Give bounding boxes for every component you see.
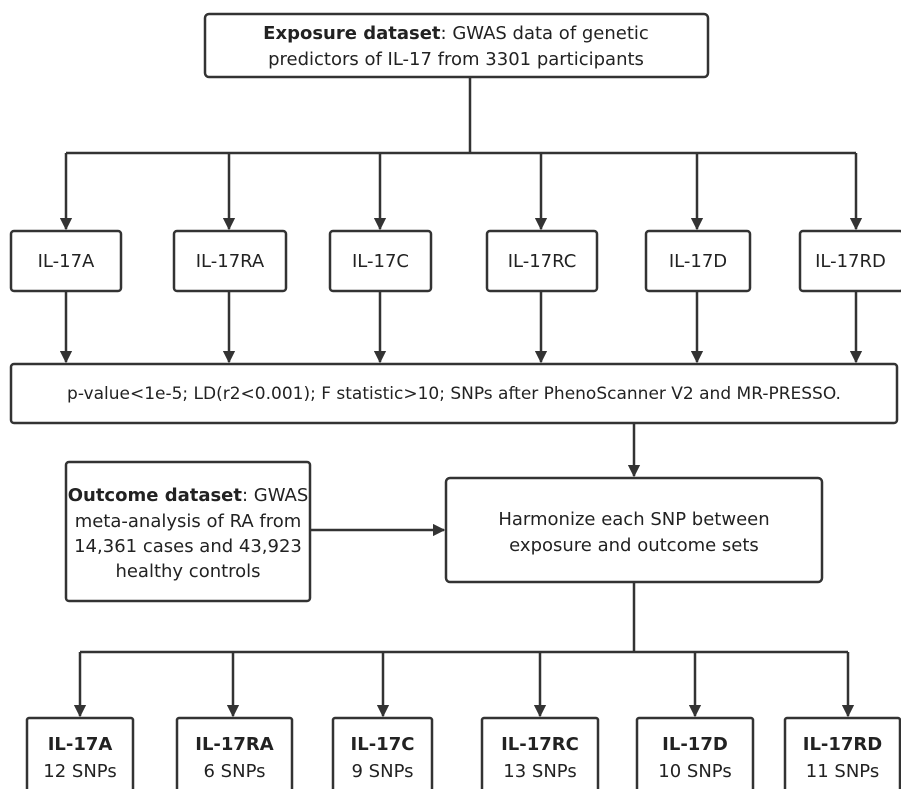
outcome-box bbox=[64, 460, 312, 603]
result-name: IL-17C bbox=[351, 734, 415, 755]
trait-label: IL-17RA bbox=[196, 251, 265, 272]
result-snps: 9 SNPs bbox=[352, 761, 414, 782]
filter-text: p-value<1e-5; LD(r2<0.001); F statistic>… bbox=[67, 384, 841, 404]
harmonize-line: exposure and outcome sets bbox=[509, 535, 759, 556]
exposure-box bbox=[203, 12, 710, 79]
outcome-line: healthy controls bbox=[115, 561, 260, 582]
result-name: IL-17RA bbox=[195, 734, 274, 755]
exposure-title: Exposure dataset bbox=[263, 23, 441, 44]
result-name: IL-17RD bbox=[803, 734, 883, 755]
exposure-line: : GWAS data of genetic bbox=[441, 23, 649, 44]
result-snps: 11 SNPs bbox=[806, 761, 879, 782]
trait-label: IL-17A bbox=[38, 251, 95, 272]
result-name: IL-17D bbox=[662, 734, 728, 755]
result-box bbox=[25, 716, 135, 789]
outcome-line: 14,361 cases and 43,923 bbox=[74, 536, 302, 557]
result-snps: 13 SNPs bbox=[503, 761, 576, 782]
result-box bbox=[783, 716, 901, 789]
trait-label: IL-17RC bbox=[508, 251, 577, 272]
result-box bbox=[331, 716, 434, 789]
result-box bbox=[175, 716, 294, 789]
result-box bbox=[480, 716, 600, 789]
outcome-title: Outcome dataset bbox=[68, 485, 243, 506]
outcome-text: Outcome dataset: GWAS bbox=[68, 485, 309, 506]
filter-box bbox=[9, 362, 899, 425]
exposure-text: Exposure dataset: GWAS data of genetic bbox=[263, 23, 649, 44]
result-name: IL-17RC bbox=[501, 734, 579, 755]
harmonize-box bbox=[444, 476, 824, 584]
outcome-line: meta-analysis of RA from bbox=[75, 511, 302, 532]
result-snps: 6 SNPs bbox=[204, 761, 266, 782]
harmonize-line: Harmonize each SNP between bbox=[498, 509, 769, 530]
result-snps: 10 SNPs bbox=[658, 761, 731, 782]
result-snps: 12 SNPs bbox=[43, 761, 116, 782]
trait-label: IL-17RD bbox=[815, 251, 886, 272]
trait-label: IL-17C bbox=[352, 251, 409, 272]
result-box bbox=[635, 716, 755, 789]
trait-label: IL-17D bbox=[669, 251, 727, 272]
result-name: IL-17A bbox=[48, 734, 113, 755]
trait-box bbox=[798, 229, 901, 293]
exposure-line: predictors of IL-17 from 3301 participan… bbox=[268, 49, 644, 70]
outcome-line: : GWAS bbox=[242, 485, 308, 506]
